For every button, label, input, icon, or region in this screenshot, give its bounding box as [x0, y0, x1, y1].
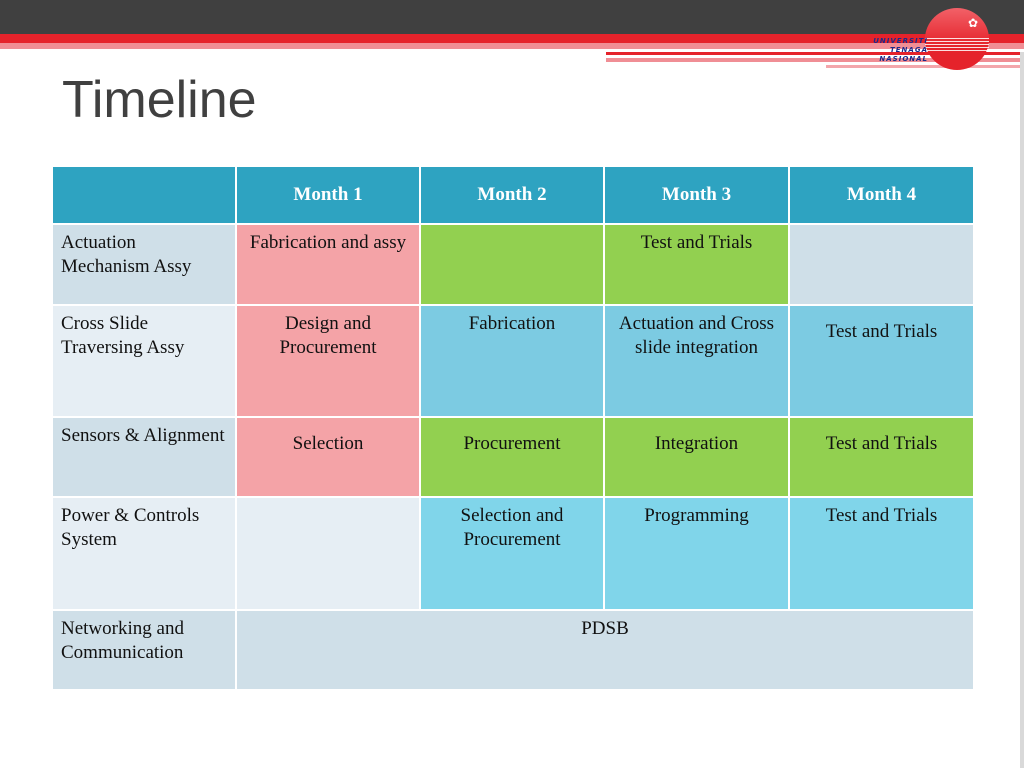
header-month-1: Month 1: [235, 164, 421, 226]
table-cell: Selection: [235, 415, 421, 499]
top-pink-bar: [0, 43, 1024, 49]
right-edge-decor: [1020, 52, 1024, 768]
decor-stripe: [606, 52, 1024, 55]
table-cell: Test and Trials: [788, 303, 975, 418]
table-row: Networking and Communication PDSB: [51, 608, 975, 692]
top-dark-bar: [0, 0, 1024, 34]
row-label: Networking and Communication: [51, 608, 237, 692]
table-cell: Test and Trials: [788, 496, 975, 611]
row-label: Actuation Mechanism Assy: [51, 223, 237, 306]
table-row: Cross Slide Traversing Assy Design and P…: [51, 303, 975, 418]
table-row: Power & Controls System Selection and Pr…: [51, 496, 975, 611]
logo-line-3: NASIONAL: [879, 55, 928, 63]
logo-text: UNIVERSITI TENAGA NASIONAL: [838, 37, 928, 64]
table-cell: Programming: [603, 496, 790, 611]
logo-stripes: [925, 38, 989, 52]
row-label: Cross Slide Traversing Assy: [51, 303, 237, 418]
decor-stripe: [826, 65, 1024, 68]
table-cell: Fabrication and assy: [235, 223, 421, 306]
header-cell-empty: [51, 164, 237, 226]
table-cell: Test and Trials: [788, 415, 975, 499]
table-row: Sensors & Alignment Selection Procuremen…: [51, 415, 975, 499]
top-red-bar: [0, 34, 1024, 43]
slide-title: Timeline: [62, 71, 257, 129]
row-label: Sensors & Alignment: [51, 415, 237, 499]
table-cell: [419, 223, 605, 306]
table-cell: Design and Procurement: [235, 303, 421, 418]
timeline-table: Month 1 Month 2 Month 3 Month 4 Actuatio…: [51, 164, 975, 692]
logo-line-1: UNIVERSITI: [873, 37, 928, 45]
table-cell: Selection and Procurement: [419, 496, 605, 611]
table-cell: Fabrication: [419, 303, 605, 418]
header-month-2: Month 2: [419, 164, 605, 226]
table-cell: Test and Trials: [603, 223, 790, 306]
table-cell: Integration: [603, 415, 790, 499]
table-cell: [788, 223, 975, 306]
logo-line-2: TENAGA: [890, 46, 928, 54]
decor-stripe: [606, 58, 1024, 62]
table-cell: [235, 496, 421, 611]
row-label: Power & Controls System: [51, 496, 237, 611]
table-row: Actuation Mechanism Assy Fabrication and…: [51, 223, 975, 306]
table-cell: Actuation and Cross slide integration: [603, 303, 790, 418]
header-month-4: Month 4: [788, 164, 975, 226]
table-header-row: Month 1 Month 2 Month 3 Month 4: [51, 164, 975, 226]
logo-emblem-icon: ✿: [967, 16, 979, 30]
table-cell: Procurement: [419, 415, 605, 499]
table-cell-span: PDSB: [235, 608, 975, 692]
header-month-3: Month 3: [603, 164, 790, 226]
